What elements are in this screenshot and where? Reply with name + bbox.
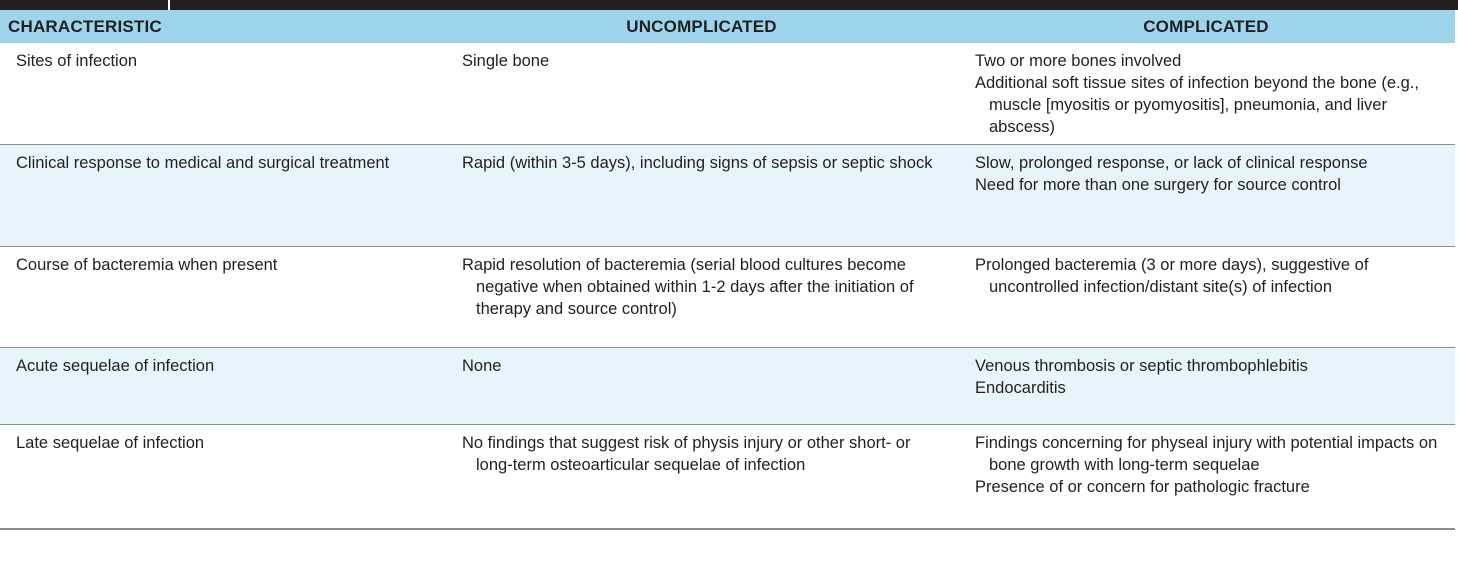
uncomplicated-entry: No findings that suggest risk of physis … [462,434,911,474]
cell-uncomplicated: Rapid resolution of bacteremia (serial b… [446,246,957,348]
uncomplicated-entry: Single bone [462,52,550,70]
complicated-entry: Additional soft tissue sites of infectio… [975,74,1419,136]
header-uncomplicated: UNCOMPLICATED [446,10,957,43]
characteristic-text: Course of bacteremia when present [16,256,278,274]
cell-uncomplicated: No findings that suggest risk of physis … [446,424,957,530]
header-characteristic: CHARACTERISTIC [0,10,446,43]
classification-table: CHARACTERISTIC UNCOMPLICATED COMPLICATED… [0,10,1455,530]
cell-uncomplicated: Rapid (within 3-5 days), including signs… [446,144,957,247]
characteristic-text: Clinical response to medical and surgica… [16,154,390,172]
complicated-entry: Presence of or concern for pathologic fr… [975,478,1310,496]
table-row: Course of bacteremia when present Rapid … [0,246,1455,348]
table-row: Late sequelae of infection No findings t… [0,424,1455,530]
cell-complicated: Venous thrombosis or septic thrombophleb… [957,347,1455,425]
characteristic-text: Sites of infection [16,52,138,70]
uncomplicated-entry: Rapid (within 3-5 days), including signs… [462,154,933,172]
uncomplicated-entry: Rapid resolution of bacteremia (serial b… [462,256,914,318]
cell-characteristic: Acute sequelae of infection [0,347,446,425]
header-complicated: COMPLICATED [957,10,1455,43]
complicated-entry: Two or more bones involved [975,52,1182,70]
complicated-entry: Need for more than one surgery for sourc… [975,176,1341,194]
cell-characteristic: Sites of infection [0,43,446,145]
complicated-entry: Endocarditis [975,379,1066,397]
top-bar [0,0,1458,10]
top-bar-divider [168,0,170,10]
table-row: Clinical response to medical and surgica… [0,144,1455,247]
table-row: Acute sequelae of infection None Venous … [0,347,1455,425]
characteristic-text: Late sequelae of infection [16,434,205,452]
cell-uncomplicated: None [446,347,957,425]
cell-complicated: Prolonged bacteremia (3 or more days), s… [957,246,1455,348]
cell-characteristic: Course of bacteremia when present [0,246,446,348]
table-row: Sites of infection Single bone Two or mo… [0,43,1455,145]
header-row: CHARACTERISTIC UNCOMPLICATED COMPLICATED [0,10,1455,43]
complicated-entry: Prolonged bacteremia (3 or more days), s… [975,256,1369,296]
cell-uncomplicated: Single bone [446,43,957,145]
uncomplicated-entry: None [462,357,502,375]
complicated-entry: Slow, prolonged response, or lack of cli… [975,154,1368,172]
cell-complicated: Two or more bones involved Additional so… [957,43,1455,145]
complicated-entry: Venous thrombosis or septic thrombophleb… [975,357,1308,375]
characteristic-text: Acute sequelae of infection [16,357,215,375]
cell-characteristic: Clinical response to medical and surgica… [0,144,446,247]
cell-characteristic: Late sequelae of infection [0,424,446,530]
complicated-entry: Findings concerning for physeal injury w… [975,434,1438,474]
cell-complicated: Slow, prolonged response, or lack of cli… [957,144,1455,247]
cell-complicated: Findings concerning for physeal injury w… [957,424,1455,530]
